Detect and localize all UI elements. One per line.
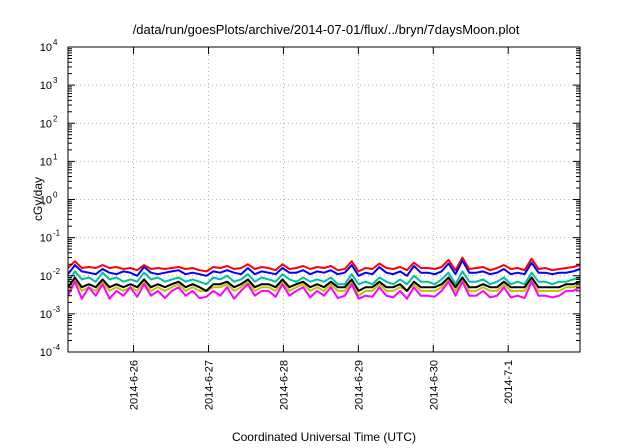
x-tick-label: 2014-7-1 [503, 360, 515, 404]
y-tick-label: 10 [40, 195, 52, 207]
y-tick-label: 10 [40, 347, 52, 359]
y-tick-label: 10 [40, 118, 52, 130]
y-tick-label: 10 [40, 309, 52, 321]
y-tick-exponent: 0 [53, 191, 58, 200]
chart-title: /data/run/goesPlots/archive/2014-07-01/f… [133, 22, 520, 37]
y-tick-exponent: -1 [53, 229, 61, 238]
x-tick-label: 2014-6-27 [203, 360, 215, 410]
y-tick-label: 10 [40, 42, 52, 54]
x-tick-label: 2014-6-30 [428, 360, 440, 410]
x-axis-label: Coordinated Universal Time (UTC) [232, 430, 416, 444]
x-tick-label: 2014-6-28 [278, 360, 290, 410]
y-tick-exponent: 3 [53, 76, 58, 85]
y-tick-label: 10 [40, 80, 52, 92]
series-line-1 [67, 256, 581, 273]
series-line-2 [67, 259, 581, 277]
x-tick-label: 2014-6-26 [129, 360, 141, 410]
series-line-4 [67, 278, 581, 297]
y-tick-label: 10 [40, 156, 52, 168]
series-line-6 [67, 280, 581, 300]
x-tick-labels: 2014-6-26 2014-6-27 2014-6-28 2014-6-29 2014… [129, 360, 516, 410]
y-tick-exponent: -3 [53, 305, 61, 314]
series-group [67, 256, 581, 300]
series-line-3 [67, 270, 581, 286]
y-axis-label: cGy/day [31, 177, 45, 221]
y-tick-label: 10 [40, 233, 52, 245]
y-tick-exponent: -2 [53, 267, 61, 276]
series-line-5 [67, 276, 581, 292]
y-tick-exponent: 2 [53, 114, 58, 123]
tick-marks [68, 46, 580, 353]
y-tick-exponent: 1 [53, 152, 58, 161]
y-tick-label: 10 [40, 271, 52, 283]
y-tick-exponent: 4 [53, 38, 58, 47]
y-tick-exponent: -4 [53, 343, 61, 352]
grid [68, 47, 580, 352]
x-tick-label: 2014-6-29 [353, 360, 365, 410]
